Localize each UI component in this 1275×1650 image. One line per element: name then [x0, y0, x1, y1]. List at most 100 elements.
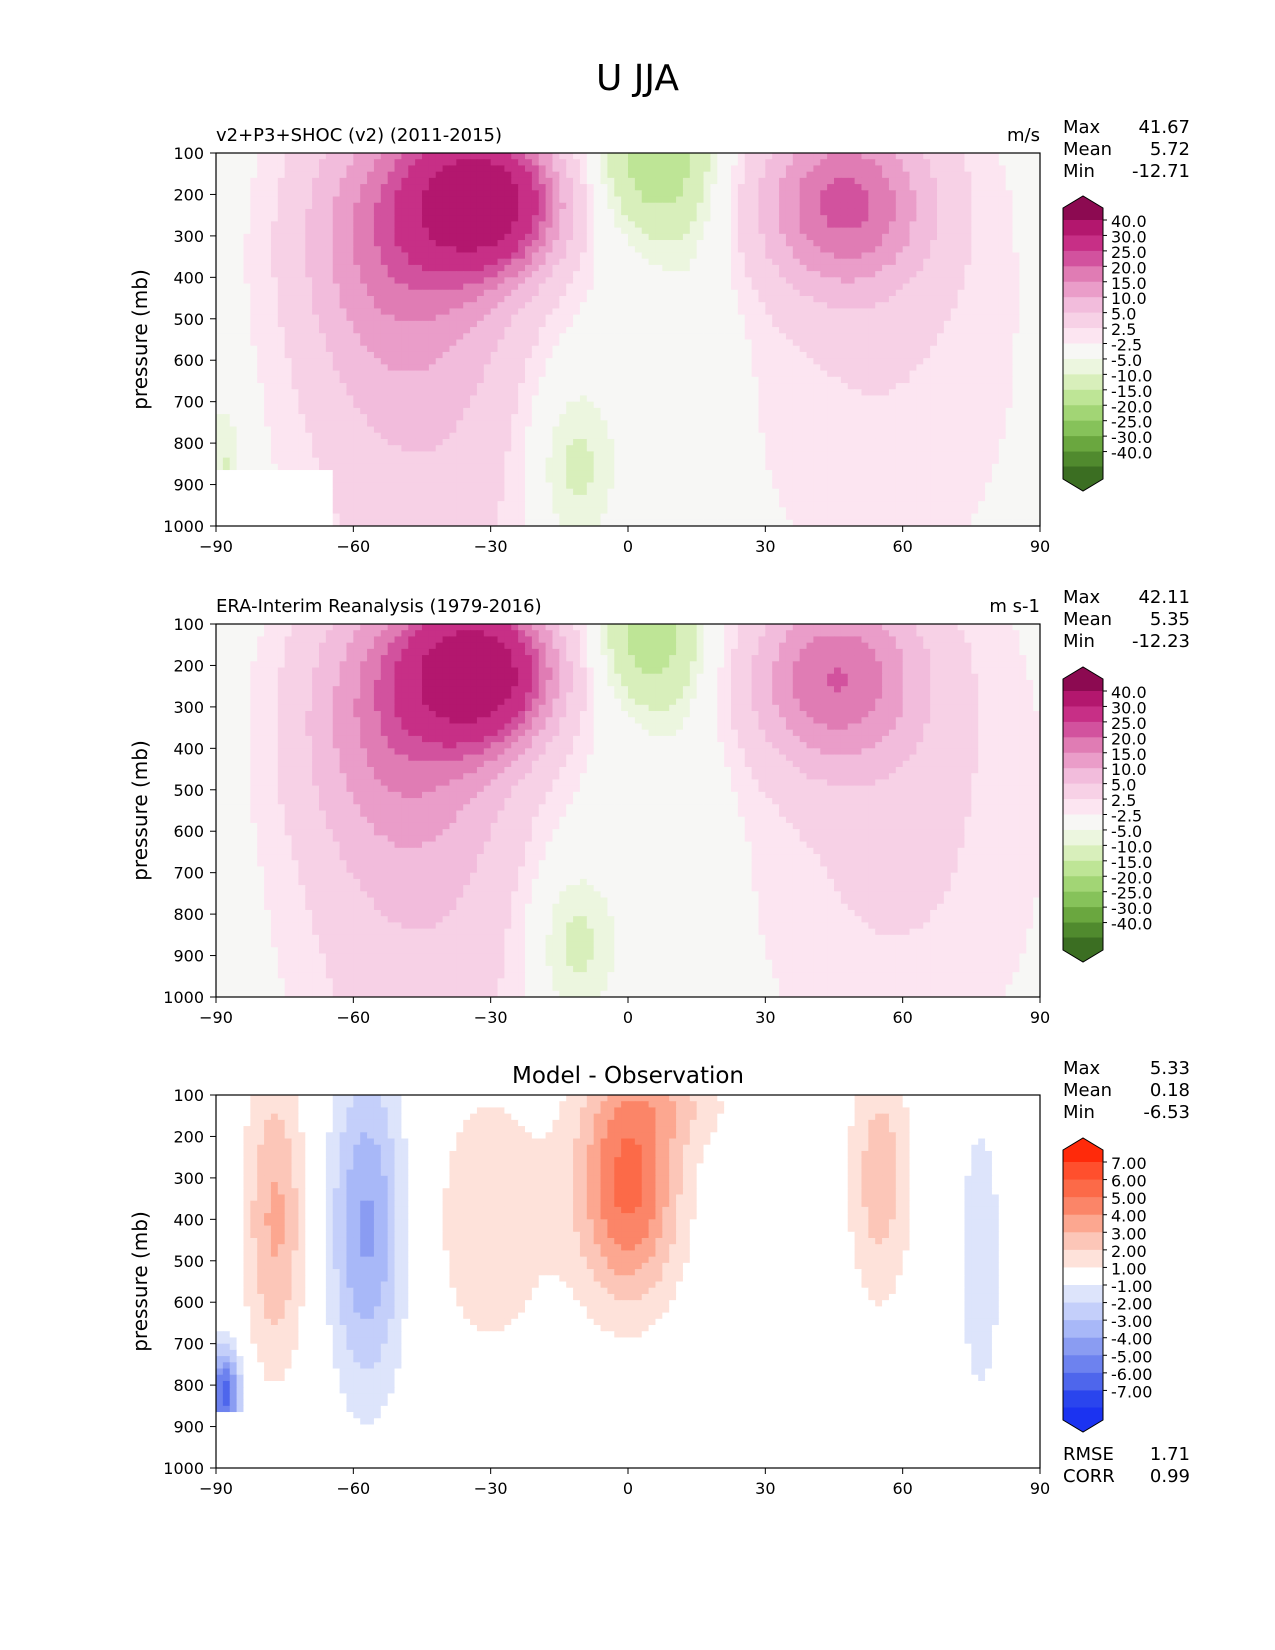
- contour-cell: [950, 395, 959, 403]
- contour-cell: [222, 252, 231, 260]
- contour-cell: [470, 277, 478, 285]
- contour-cell: [435, 227, 444, 235]
- contour-cell: [312, 376, 320, 384]
- contour-cell: [319, 190, 327, 198]
- contour-cell: [325, 295, 334, 303]
- contour-cell: [621, 320, 629, 328]
- contour-cell: [470, 258, 478, 266]
- contour-cell: [950, 271, 959, 278]
- contour-cell: [264, 165, 272, 173]
- contour-cell: [291, 252, 299, 260]
- contour-cell: [367, 383, 375, 390]
- contour-cell: [600, 358, 608, 365]
- contour-cell: [662, 221, 670, 229]
- contour-cell: [978, 221, 986, 229]
- contour-cell: [257, 177, 265, 185]
- contour-cell: [717, 252, 725, 260]
- contour-cell: [655, 383, 663, 390]
- contour-cell: [861, 283, 869, 291]
- contour-cell: [758, 339, 766, 347]
- contour-cell: [463, 153, 471, 160]
- contour-cell: [909, 308, 917, 316]
- contour-cell: [888, 339, 897, 347]
- contour-cell: [634, 215, 643, 222]
- contour-cell: [531, 308, 540, 316]
- contour-cell: [284, 171, 293, 179]
- contour-cell: [593, 351, 602, 359]
- contour-cell: [655, 302, 663, 310]
- contour-cell: [353, 171, 361, 179]
- contour-cell: [511, 233, 519, 241]
- contour-cell: [834, 153, 842, 160]
- contour-cell: [737, 153, 746, 160]
- contour-cell: [902, 383, 911, 390]
- contour-cell: [909, 184, 917, 191]
- contour-cell: [1033, 258, 1040, 266]
- contour-cell: [950, 339, 959, 347]
- contour-cell: [703, 320, 711, 328]
- contour-cell: [772, 302, 780, 310]
- contour-cell: [579, 177, 588, 185]
- contour-cell: [689, 395, 698, 403]
- contour-cell: [1026, 264, 1034, 272]
- contour-cell: [586, 308, 595, 316]
- contour-cell: [222, 407, 231, 415]
- contour-cell: [360, 339, 368, 347]
- contour-cell: [600, 196, 608, 204]
- contour-cell: [696, 320, 705, 328]
- contour-cell: [573, 233, 581, 241]
- contour-cell: [861, 190, 869, 198]
- contour-cell: [559, 271, 567, 278]
- contour-cell: [950, 370, 959, 378]
- contour-cell: [470, 376, 478, 384]
- contour-cell: [676, 227, 684, 235]
- contour-cell: [579, 283, 588, 291]
- contour-cell: [428, 271, 437, 278]
- contour-cell: [373, 308, 382, 316]
- contour-cell: [483, 252, 492, 260]
- contour-cell: [682, 246, 691, 254]
- contour-cell: [360, 295, 368, 303]
- contour-cell: [504, 165, 512, 173]
- contour-cell: [607, 258, 615, 266]
- contour-cell: [724, 240, 732, 247]
- contour-cell: [827, 190, 835, 198]
- contour-cell: [538, 395, 547, 403]
- contour-cell: [373, 333, 382, 341]
- contour-cell: [250, 314, 258, 322]
- contour-cell: [216, 184, 224, 191]
- contour-cell: [387, 184, 396, 191]
- contour-cell: [930, 339, 938, 347]
- contour-cell: [531, 283, 540, 291]
- contour-cell: [765, 345, 773, 353]
- contour-cell: [312, 339, 320, 347]
- contour-cell: [943, 395, 952, 403]
- contour-cell: [682, 184, 691, 191]
- contour-cell: [813, 320, 821, 328]
- contour-cell: [449, 370, 457, 378]
- contour-cell: [888, 283, 897, 291]
- contour-cell: [957, 215, 966, 222]
- contour-cell: [518, 252, 526, 260]
- contour-cell: [662, 246, 670, 254]
- contour-cell: [916, 227, 924, 235]
- contour-cell: [408, 252, 416, 260]
- contour-cell: [312, 196, 320, 204]
- contour-cell: [827, 283, 835, 291]
- contour-cell: [353, 314, 361, 322]
- contour-cell: [380, 190, 389, 198]
- contour-cell: [579, 320, 588, 328]
- contour-cell: [937, 159, 945, 167]
- contour-cell: [545, 351, 554, 359]
- contour-cell: [799, 320, 808, 328]
- contour-cell: [799, 252, 808, 260]
- contour-cell: [792, 302, 801, 310]
- contour-cell: [538, 383, 547, 390]
- contour-cell: [339, 264, 348, 272]
- contour-cell: [531, 258, 540, 266]
- contour-cell: [785, 376, 794, 384]
- contour-cell: [930, 376, 938, 384]
- contour-cell: [888, 351, 897, 359]
- contour-cell: [895, 184, 904, 191]
- contour-cell: [689, 240, 698, 247]
